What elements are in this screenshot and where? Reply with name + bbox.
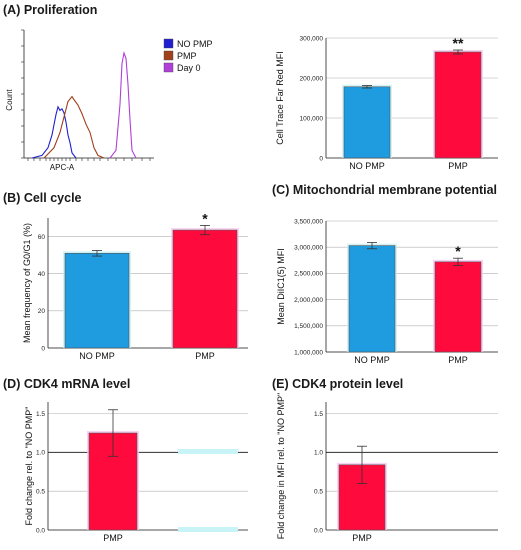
b-y-axis-label: Mean frequency of G0/G1 (%) bbox=[22, 223, 32, 343]
c-ytick-label: 1,500,000 bbox=[294, 323, 323, 330]
legend-swatch bbox=[163, 50, 174, 61]
a-category-label: NO PMP bbox=[349, 161, 385, 171]
e-ytick-label: 0.5 bbox=[314, 489, 323, 496]
c-ytick-label: 2,500,000 bbox=[294, 271, 323, 278]
c-bar bbox=[434, 261, 482, 353]
b-bar bbox=[64, 252, 130, 349]
legend-label: PMP bbox=[177, 51, 197, 61]
a-category-label: PMP bbox=[448, 161, 468, 171]
legend-label: Day 0 bbox=[177, 63, 201, 73]
d-reference-marker bbox=[178, 449, 238, 454]
legend-label: NO PMP bbox=[177, 39, 213, 49]
a-ytick-label: 200,000 bbox=[300, 75, 324, 82]
hist-x-axis-label: APC-A bbox=[50, 163, 75, 172]
c-ytick-label: 3,000,000 bbox=[294, 245, 323, 252]
c-ytick-label: 2,000,000 bbox=[294, 297, 323, 304]
panel-c-title: (C) Mitochondrial membrane potential bbox=[272, 183, 498, 197]
hist-series-no-pmp bbox=[31, 105, 77, 159]
d-reference-marker bbox=[178, 527, 238, 532]
d-ytick-label: 0.5 bbox=[36, 489, 45, 496]
e-ytick-label: 0.0 bbox=[314, 527, 323, 534]
c-category-label: NO PMP bbox=[354, 355, 390, 365]
panel-d-title: (D) CDK4 mRNA level bbox=[3, 377, 131, 391]
a-ytick-label: 0 bbox=[319, 155, 323, 162]
hist-y-axis-label: Count bbox=[5, 89, 14, 111]
b-category-label: PMP bbox=[195, 351, 215, 361]
a-significance-label: ** bbox=[453, 35, 464, 51]
e-ytick-label: 1.5 bbox=[314, 411, 323, 418]
a-bar bbox=[343, 86, 391, 159]
d-y-axis-label: Fold change rel. to "NO PMP" bbox=[24, 407, 34, 526]
b-significance-label: * bbox=[202, 210, 208, 226]
c-ytick-label: 1,000,000 bbox=[294, 349, 323, 356]
c-significance-label: * bbox=[455, 243, 461, 259]
b-ytick-label: 40 bbox=[38, 271, 46, 278]
d-ytick-label: 1.5 bbox=[36, 411, 45, 418]
e-y-axis-label: Fold change in MFI rel. to "NO PMP" bbox=[276, 393, 286, 539]
hist-series-pmp bbox=[43, 95, 105, 159]
e-bar bbox=[338, 464, 386, 531]
hist-series-day0 bbox=[109, 51, 137, 159]
c-ytick-label: 3,500,000 bbox=[294, 218, 323, 225]
d-ytick-label: 1.0 bbox=[36, 450, 45, 457]
b-bar bbox=[172, 229, 238, 349]
e-ytick-label: 1.0 bbox=[314, 450, 323, 457]
b-category-label: NO PMP bbox=[79, 351, 115, 361]
d-category-label: PMP bbox=[103, 533, 123, 543]
a-ytick-label: 300,000 bbox=[300, 35, 324, 42]
c-bar bbox=[348, 245, 396, 353]
legend-swatch bbox=[163, 62, 174, 73]
legend-swatch bbox=[163, 38, 174, 49]
b-ytick-label: 0 bbox=[41, 345, 45, 352]
d-ytick-label: 0.0 bbox=[36, 527, 45, 534]
b-ytick-label: 60 bbox=[38, 234, 46, 241]
a-y-axis-label: Cell Trace Far Red MFI bbox=[275, 51, 285, 145]
panel-a-title: (A) Proliferation bbox=[3, 3, 98, 17]
a-ytick-label: 100,000 bbox=[300, 115, 324, 122]
panel-b-title: (B) Cell cycle bbox=[3, 191, 82, 205]
c-category-label: PMP bbox=[448, 355, 468, 365]
a-bar bbox=[434, 51, 482, 159]
e-category-label: PMP bbox=[352, 533, 372, 543]
panel-e-title: (E) CDK4 protein level bbox=[272, 377, 404, 391]
b-ytick-label: 20 bbox=[38, 308, 46, 315]
c-y-axis-label: Mean DiIC1(5) MFI bbox=[276, 248, 286, 325]
